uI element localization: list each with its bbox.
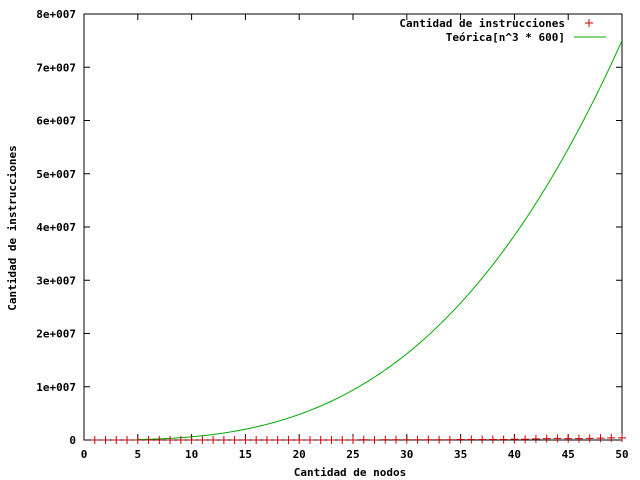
data-point (252, 436, 261, 444)
y-tick-label: 0 (69, 434, 76, 447)
data-point (488, 435, 497, 444)
x-tick-label: 45 (562, 448, 575, 461)
data-point (564, 434, 573, 443)
legend-marker-series-1 (585, 19, 593, 27)
series-lines (137, 40, 623, 441)
data-point (101, 436, 110, 444)
data-point (90, 436, 99, 444)
data-point (585, 434, 594, 443)
data-point (209, 436, 218, 444)
data-point (187, 436, 196, 444)
data-point (413, 435, 422, 444)
x-tick-label: 0 (81, 448, 88, 461)
data-point (262, 436, 271, 444)
data-point (596, 434, 605, 443)
data-point (133, 436, 142, 444)
legend: Cantidad de instrucciones Teórica[n^3 * … (399, 17, 606, 44)
x-tick-label: 15 (239, 448, 252, 461)
x-tick-label: 40 (508, 448, 521, 461)
x-tick-label: 30 (400, 448, 413, 461)
series-line-teorica (137, 40, 623, 441)
data-point (467, 435, 476, 444)
y-tick-label: 7e+007 (36, 61, 76, 74)
x-tick-label: 25 (346, 448, 359, 461)
data-point (553, 434, 562, 443)
data-point (618, 433, 626, 442)
data-point (316, 436, 325, 444)
data-point (219, 436, 228, 444)
data-point (392, 435, 401, 444)
data-point (402, 435, 411, 444)
data-point (607, 433, 616, 442)
data-point (198, 436, 207, 444)
axis-ticks: 0 5 10 15 20 25 30 35 40 45 50 0 1e+007 2e+007 3e+007 4… (36, 8, 628, 461)
data-point (574, 434, 583, 443)
data-point (284, 436, 293, 444)
data-point (176, 436, 185, 444)
series-points (90, 433, 626, 444)
data-point (338, 436, 347, 444)
y-tick-label: 6e+007 (36, 115, 76, 128)
data-point (305, 436, 314, 444)
y-tick-label: 5e+007 (36, 168, 76, 181)
data-point (456, 435, 465, 444)
data-point (370, 436, 379, 444)
data-point (510, 435, 519, 444)
data-point (230, 436, 239, 444)
y-tick-label: 3e+007 (36, 274, 76, 287)
data-point (155, 436, 164, 444)
data-point (295, 436, 304, 444)
x-axis-label: Cantidad de nodos (294, 466, 407, 479)
data-point (478, 435, 487, 444)
legend-label-series-1: Cantidad de instrucciones (399, 17, 565, 30)
legend-label-series-2: Teórica[n^3 * 600] (446, 31, 565, 44)
x-tick-label: 35 (454, 448, 467, 461)
y-tick-label: 8e+007 (36, 8, 76, 21)
x-tick-label: 20 (293, 448, 306, 461)
y-axis-label: Cantidad de instrucciones (6, 145, 19, 311)
data-point (381, 435, 390, 444)
data-point (327, 436, 336, 444)
data-point (166, 436, 175, 444)
data-point (349, 436, 357, 444)
y-tick-label: 1e+007 (36, 381, 76, 394)
plot-frame (83, 13, 623, 441)
data-point (435, 435, 444, 444)
x-tick-label: 50 (615, 448, 628, 461)
y-tick-label: 2e+007 (36, 328, 76, 341)
x-tick-label: 10 (185, 448, 198, 461)
data-point (521, 435, 530, 444)
x-tick-label: 5 (134, 448, 141, 461)
data-point (531, 434, 540, 443)
data-point (445, 435, 454, 444)
data-point (424, 435, 433, 444)
y-tick-label: 4e+007 (36, 221, 76, 234)
data-point (144, 436, 153, 444)
data-point (112, 436, 121, 444)
data-point (273, 436, 282, 444)
data-point (359, 435, 368, 444)
data-point (241, 436, 250, 444)
data-point (542, 434, 551, 443)
data-point (123, 436, 132, 444)
data-point (499, 435, 508, 444)
